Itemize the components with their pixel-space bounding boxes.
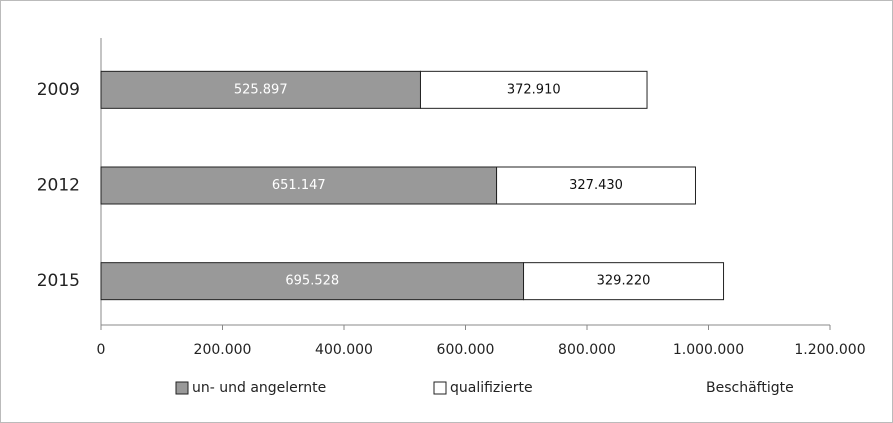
- x-tick-label: 1.000.000: [673, 342, 744, 358]
- legend-swatch: [433, 381, 447, 395]
- bar-segment: [496, 166, 696, 205]
- value-label: 525.897: [234, 82, 288, 97]
- value-label: 651.147: [272, 178, 326, 193]
- value-label: 372.910: [507, 82, 561, 97]
- y-tick-label: 2009: [37, 80, 80, 100]
- x-tick-label: 600.000: [437, 342, 495, 358]
- bar-segment: [100, 166, 498, 205]
- x-tick-label: 1.200.000: [794, 342, 865, 358]
- value-label: 329.220: [597, 274, 651, 289]
- y-tick-label: 2012: [37, 176, 80, 196]
- value-label: 695.528: [285, 274, 339, 289]
- x-tick-label: 0: [97, 342, 106, 358]
- bar-segment: [100, 262, 525, 301]
- legend-label: qualifizierte: [450, 380, 533, 396]
- bar-segment: [523, 262, 725, 301]
- bar-segment: [419, 70, 648, 109]
- x-tick-label: 200.000: [194, 342, 252, 358]
- legend-swatch: [175, 381, 189, 395]
- legend-label: un- und angelernte: [192, 380, 326, 396]
- value-label: 327.430: [569, 178, 623, 193]
- y-tick-label: 2015: [37, 271, 80, 291]
- x-axis-label: Beschäftigte: [706, 380, 794, 396]
- x-tick-label: 400.000: [315, 342, 373, 358]
- x-tick-label: 800.000: [558, 342, 616, 358]
